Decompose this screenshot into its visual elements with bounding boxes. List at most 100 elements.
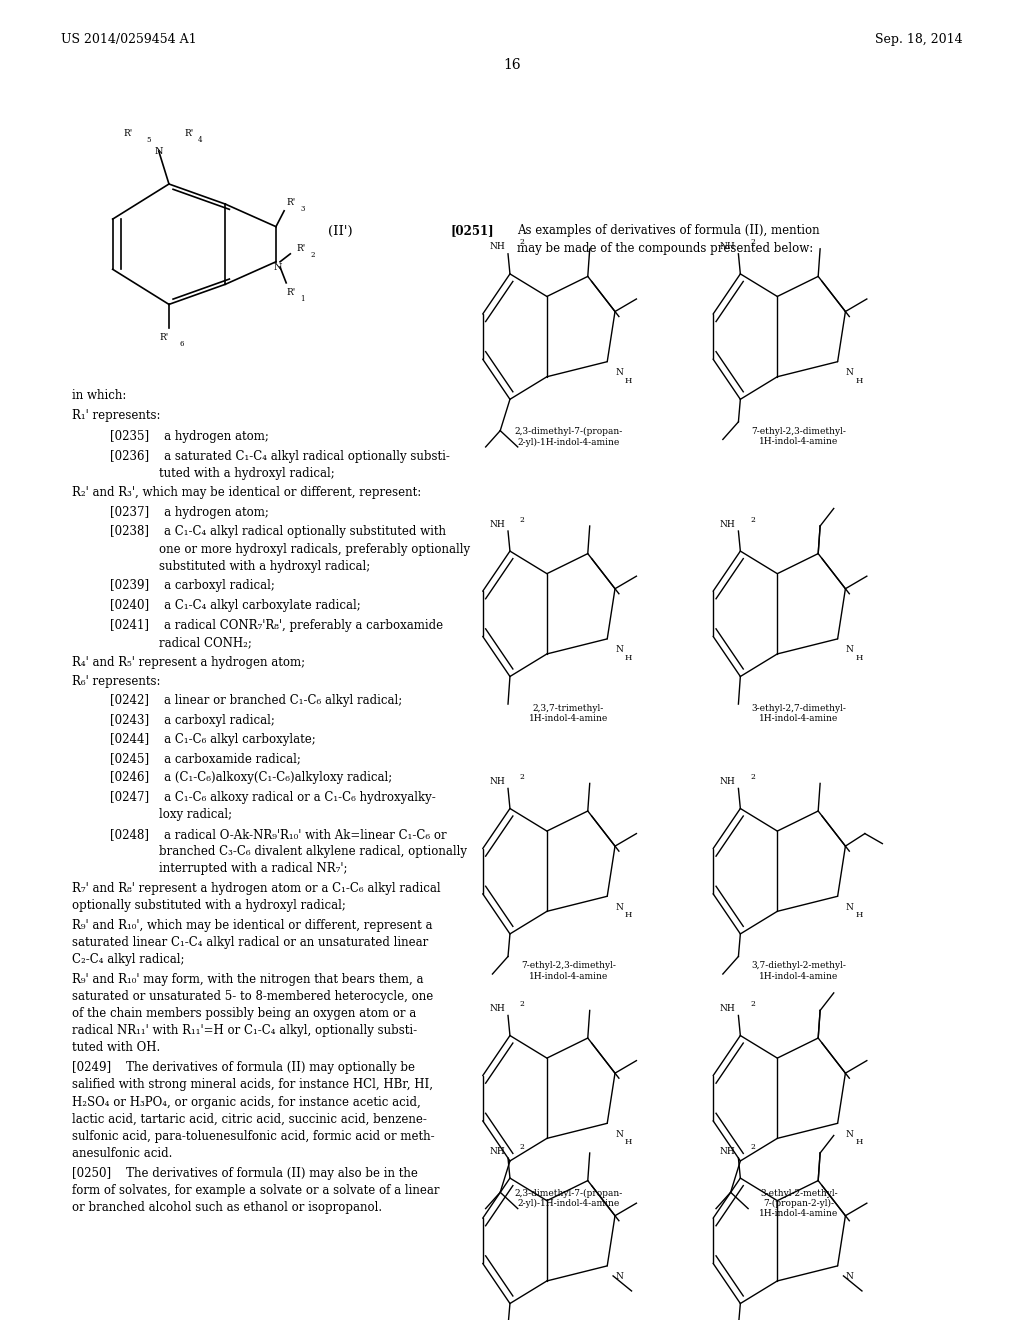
Text: N: N xyxy=(615,645,623,655)
Text: 3,7-diethyl-2-methyl-
1H-indol-4-amine: 3,7-diethyl-2-methyl- 1H-indol-4-amine xyxy=(752,961,846,981)
Text: form of solvates, for example a solvate or a solvate of a linear: form of solvates, for example a solvate … xyxy=(72,1184,439,1197)
Text: N: N xyxy=(615,903,623,912)
Text: R': R' xyxy=(287,198,296,207)
Text: 3: 3 xyxy=(301,206,305,214)
Text: 2: 2 xyxy=(311,251,315,259)
Text: H: H xyxy=(625,376,632,384)
Text: R₉' and R₁₀' may form, with the nitrogen that bears them, a: R₉' and R₁₀' may form, with the nitrogen… xyxy=(72,973,423,986)
Text: N: N xyxy=(846,645,853,655)
Text: H: H xyxy=(855,1138,862,1146)
Text: N: N xyxy=(615,1272,623,1282)
Text: R': R' xyxy=(297,244,306,253)
Text: R₇' and R₈' represent a hydrogen atom or a C₁-C₆ alkyl radical: R₇' and R₈' represent a hydrogen atom or… xyxy=(72,882,440,895)
Text: optionally substituted with a hydroxyl radical;: optionally substituted with a hydroxyl r… xyxy=(72,899,345,912)
Text: in which:: in which: xyxy=(72,389,126,403)
Text: [0241]    a radical CONR₇'R₈', preferably a carboxamide: [0241] a radical CONR₇'R₈', preferably a… xyxy=(110,619,442,632)
Text: H₂SO₄ or H₃PO₄, or organic acids, for instance acetic acid,: H₂SO₄ or H₃PO₄, or organic acids, for in… xyxy=(72,1096,421,1109)
Text: 7-ethyl-2,3-dimethyl-
1H-indol-4-amine: 7-ethyl-2,3-dimethyl- 1H-indol-4-amine xyxy=(752,426,846,446)
Text: [0238]    a C₁-C₄ alkyl radical optionally substituted with: [0238] a C₁-C₄ alkyl radical optionally … xyxy=(110,525,445,539)
Text: H: H xyxy=(855,376,862,384)
Text: lactic acid, tartaric acid, citric acid, succinic acid, benzene-: lactic acid, tartaric acid, citric acid,… xyxy=(72,1113,427,1126)
Text: US 2014/0259454 A1: US 2014/0259454 A1 xyxy=(61,33,197,46)
Text: or branched alcohol such as ethanol or isopropanol.: or branched alcohol such as ethanol or i… xyxy=(72,1201,382,1214)
Text: [0239]    a carboxyl radical;: [0239] a carboxyl radical; xyxy=(110,579,274,593)
Text: H: H xyxy=(855,653,862,661)
Text: 2: 2 xyxy=(750,516,755,524)
Text: 2: 2 xyxy=(520,516,524,524)
Text: N: N xyxy=(615,368,623,378)
Text: NH: NH xyxy=(489,1147,505,1155)
Text: 2,3,7-trimethyl-
1H-indol-4-amine: 2,3,7-trimethyl- 1H-indol-4-amine xyxy=(528,704,608,723)
Text: [0244]    a C₁-C₆ alkyl carboxylate;: [0244] a C₁-C₆ alkyl carboxylate; xyxy=(110,733,315,746)
Text: NH: NH xyxy=(720,777,735,785)
Text: NH: NH xyxy=(720,1005,735,1012)
Text: loxy radical;: loxy radical; xyxy=(159,808,231,821)
Text: NH: NH xyxy=(720,520,735,528)
Text: N: N xyxy=(155,147,163,156)
Text: [0242]    a linear or branched C₁-C₆ alkyl radical;: [0242] a linear or branched C₁-C₆ alkyl … xyxy=(110,694,401,708)
Text: branched C₃-C₆ divalent alkylene radical, optionally: branched C₃-C₆ divalent alkylene radical… xyxy=(159,845,467,858)
Text: salified with strong mineral acids, for instance HCl, HBr, HI,: salified with strong mineral acids, for … xyxy=(72,1078,433,1092)
Text: radical CONH₂;: radical CONH₂; xyxy=(159,636,252,649)
Text: 2,3-dimethyl-7-(propan-
2-yl)-1H-indol-4-amine: 2,3-dimethyl-7-(propan- 2-yl)-1H-indol-4… xyxy=(514,426,623,446)
Text: As examples of derivatives of formula (II), mention: As examples of derivatives of formula (I… xyxy=(517,224,820,238)
Text: (II'): (II') xyxy=(328,224,352,238)
Text: of the chain members possibly being an oxygen atom or a: of the chain members possibly being an o… xyxy=(72,1007,416,1020)
Text: H: H xyxy=(625,911,632,919)
Text: R': R' xyxy=(159,334,169,342)
Text: 2: 2 xyxy=(520,774,524,781)
Text: 7-ethyl-2,3-dimethyl-
1H-indol-4-amine: 7-ethyl-2,3-dimethyl- 1H-indol-4-amine xyxy=(521,961,615,981)
Text: Sep. 18, 2014: Sep. 18, 2014 xyxy=(874,33,963,46)
Text: tuted with a hydroxyl radical;: tuted with a hydroxyl radical; xyxy=(159,467,335,480)
Text: N: N xyxy=(846,368,853,378)
Text: anesulfonic acid.: anesulfonic acid. xyxy=(72,1147,172,1160)
Text: 2: 2 xyxy=(520,1143,524,1151)
Text: 4: 4 xyxy=(198,136,202,144)
Text: 3-ethyl-2,7-dimethyl-
1H-indol-4-amine: 3-ethyl-2,7-dimethyl- 1H-indol-4-amine xyxy=(752,704,846,723)
Text: R₄' and R₅' represent a hydrogen atom;: R₄' and R₅' represent a hydrogen atom; xyxy=(72,656,305,669)
Text: C₂-C₄ alkyl radical;: C₂-C₄ alkyl radical; xyxy=(72,953,184,966)
Text: NH: NH xyxy=(720,243,735,251)
Text: R': R' xyxy=(124,129,133,137)
Text: sulfonic acid, para-toluenesulfonic acid, formic acid or meth-: sulfonic acid, para-toluenesulfonic acid… xyxy=(72,1130,434,1143)
Text: tuted with OH.: tuted with OH. xyxy=(72,1041,160,1055)
Text: H: H xyxy=(855,911,862,919)
Text: [0240]    a C₁-C₄ alkyl carboxylate radical;: [0240] a C₁-C₄ alkyl carboxylate radical… xyxy=(110,599,360,612)
Text: R₉' and R₁₀', which may be identical or different, represent a: R₉' and R₁₀', which may be identical or … xyxy=(72,919,432,932)
Text: 2,3-dimethyl-7-(propan-
2-yl)-1H-indol-4-amine: 2,3-dimethyl-7-(propan- 2-yl)-1H-indol-4… xyxy=(514,1188,623,1208)
Text: N: N xyxy=(846,1272,853,1282)
Text: may be made of the compounds presented below:: may be made of the compounds presented b… xyxy=(517,242,813,255)
Text: N: N xyxy=(615,1130,623,1139)
Text: [0236]    a saturated C₁-C₄ alkyl radical optionally substi-: [0236] a saturated C₁-C₄ alkyl radical o… xyxy=(110,450,450,463)
Text: [0248]    a radical O-Ak-NR₉'R₁₀' with Ak=linear C₁-C₆ or: [0248] a radical O-Ak-NR₉'R₁₀' with Ak=l… xyxy=(110,828,446,841)
Text: 6: 6 xyxy=(179,341,183,348)
Text: one or more hydroxyl radicals, preferably optionally: one or more hydroxyl radicals, preferabl… xyxy=(159,543,470,556)
Text: R': R' xyxy=(184,129,194,137)
Text: 5: 5 xyxy=(146,136,151,144)
Text: [0250]    The derivatives of formula (II) may also be in the: [0250] The derivatives of formula (II) m… xyxy=(72,1167,418,1180)
Text: substituted with a hydroxyl radical;: substituted with a hydroxyl radical; xyxy=(159,560,370,573)
Text: H: H xyxy=(625,1138,632,1146)
Text: radical NR₁₁' with R₁₁'=H or C₁-C₄ alkyl, optionally substi-: radical NR₁₁' with R₁₁'=H or C₁-C₄ alkyl… xyxy=(72,1024,417,1038)
Text: NH: NH xyxy=(720,1147,735,1155)
Text: N: N xyxy=(846,903,853,912)
Text: [0246]    a (C₁-C₆)alkoxy(C₁-C₆)alkyloxy radical;: [0246] a (C₁-C₆)alkoxy(C₁-C₆)alkyloxy ra… xyxy=(110,771,392,784)
Text: [0247]    a C₁-C₆ alkoxy radical or a C₁-C₆ hydroxyalky-: [0247] a C₁-C₆ alkoxy radical or a C₁-C₆… xyxy=(110,791,435,804)
Text: R': R' xyxy=(287,288,296,297)
Text: saturated linear C₁-C₄ alkyl radical or an unsaturated linear: saturated linear C₁-C₄ alkyl radical or … xyxy=(72,936,428,949)
Text: 2: 2 xyxy=(520,239,524,247)
Text: [0243]    a carboxyl radical;: [0243] a carboxyl radical; xyxy=(110,714,274,727)
Text: R₁' represents:: R₁' represents: xyxy=(72,409,160,422)
Text: 2: 2 xyxy=(520,1001,524,1008)
Text: [0249]    The derivatives of formula (II) may optionally be: [0249] The derivatives of formula (II) m… xyxy=(72,1061,415,1074)
Text: H: H xyxy=(625,653,632,661)
Text: 2: 2 xyxy=(750,1001,755,1008)
Text: [0235]    a hydrogen atom;: [0235] a hydrogen atom; xyxy=(110,430,268,444)
Text: [0237]    a hydrogen atom;: [0237] a hydrogen atom; xyxy=(110,506,268,519)
Text: interrupted with a radical NR₇';: interrupted with a radical NR₇'; xyxy=(159,862,347,875)
Text: NH: NH xyxy=(489,520,505,528)
Text: 3-ethyl-2-methyl-
7-(propan-2-yl)-
1H-indol-4-amine: 3-ethyl-2-methyl- 7-(propan-2-yl)- 1H-in… xyxy=(759,1188,839,1218)
Text: 16: 16 xyxy=(503,58,521,73)
Text: 2: 2 xyxy=(750,1143,755,1151)
Text: 2: 2 xyxy=(750,239,755,247)
